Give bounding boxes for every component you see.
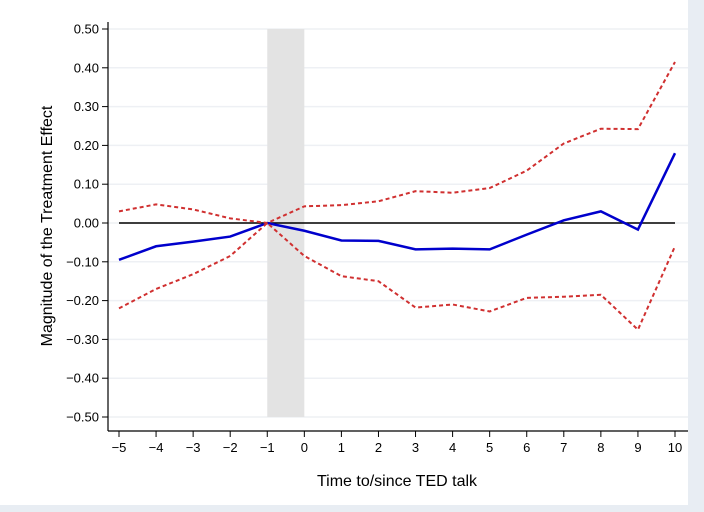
x-axis-label: Time to/since TED talk xyxy=(317,473,478,490)
x-tick-label: −3 xyxy=(186,440,201,455)
x-tick-label: −5 xyxy=(112,440,127,455)
x-tick-label: −4 xyxy=(149,440,164,455)
y-tick-label: 0.50 xyxy=(74,22,99,37)
x-tick-label: 8 xyxy=(597,440,604,455)
x-tick-label: −1 xyxy=(260,440,275,455)
y-tick-label: −0.30 xyxy=(66,332,99,347)
y-tick-label: 0.20 xyxy=(74,138,99,153)
x-tick-label: 0 xyxy=(301,440,308,455)
x-tick-label: 1 xyxy=(338,440,345,455)
y-tick-label: −0.40 xyxy=(66,371,99,386)
x-tick-label: 6 xyxy=(523,440,530,455)
x-tick-label: 2 xyxy=(375,440,382,455)
y-tick-label: −0.10 xyxy=(66,254,99,269)
series-line-lower-ci xyxy=(118,221,676,332)
x-tick-label: 7 xyxy=(560,440,567,455)
y-tick-label: −0.50 xyxy=(66,410,99,425)
series-line-upper-ci xyxy=(118,61,676,225)
y-tick-label: 0.40 xyxy=(74,60,99,75)
x-tick-label: 10 xyxy=(668,440,682,455)
y-axis-label: Magnitude of the Treatment Effect xyxy=(39,105,56,346)
y-tick-label: 0.30 xyxy=(74,99,99,114)
y-tick-label: −0.20 xyxy=(66,293,99,308)
x-tick-label: 5 xyxy=(486,440,493,455)
x-tick-label: −2 xyxy=(223,440,238,455)
x-tick-label: 9 xyxy=(634,440,641,455)
series-line-estimate xyxy=(118,152,677,262)
y-tick-label: 0.00 xyxy=(74,216,99,231)
y-tick-label: 0.10 xyxy=(74,177,99,192)
plot-background xyxy=(0,0,688,505)
x-tick-label: 4 xyxy=(449,440,456,455)
x-tick-label: 3 xyxy=(412,440,419,455)
